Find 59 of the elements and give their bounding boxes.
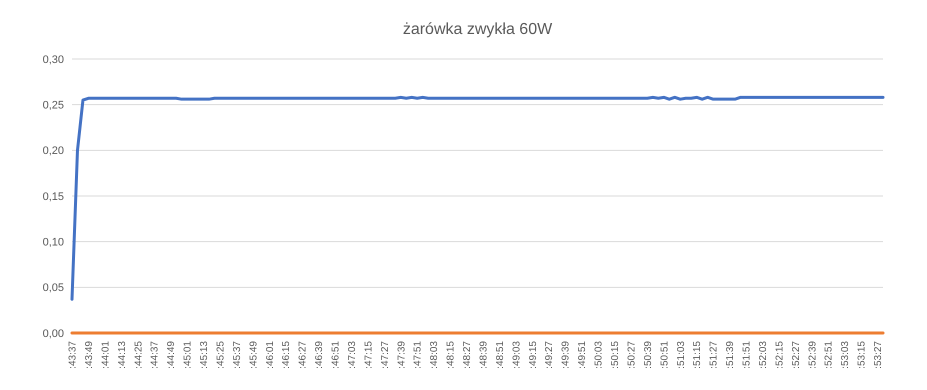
x-tick-label: :47:39 xyxy=(396,340,408,369)
x-tick-label: :45:25 xyxy=(215,340,226,369)
x-tick-label: :53:27 xyxy=(873,340,884,369)
x-tick-label: :51:39 xyxy=(725,340,736,369)
x-tick-label: :47:51 xyxy=(412,340,424,369)
y-tick-label: 0,25 xyxy=(42,100,64,112)
x-tick-label: :46:51 xyxy=(330,340,342,369)
y-tick-label: 0,15 xyxy=(42,190,64,203)
x-tick-label: :48:27 xyxy=(462,340,474,369)
x-tick-label: :45:37 xyxy=(232,340,243,369)
line-series xyxy=(70,96,884,301)
x-tick-label: :46:39 xyxy=(314,340,326,369)
x-tick-label: :44:01 xyxy=(100,340,112,369)
y-tick-label: 0,05 xyxy=(42,282,64,294)
x-tick-label: :51:03 xyxy=(676,340,687,369)
x-tick-label: :51:51 xyxy=(742,340,753,369)
x-tick-label: :49:15 xyxy=(528,340,539,369)
x-tick-label: :44:25 xyxy=(133,340,144,369)
x-tick-label: :48:03 xyxy=(429,340,440,369)
x-tick-label: :45:01 xyxy=(182,340,194,369)
x-tick-label: :50:27 xyxy=(626,340,638,369)
x-tick-label: :44:37 xyxy=(150,340,161,369)
x-tick-label: :49:51 xyxy=(577,340,588,369)
x-tick-label: :43:49 xyxy=(84,340,95,369)
y-tick-label: 0,30 xyxy=(42,54,64,66)
x-tick-label: :50:39 xyxy=(642,340,654,369)
x-tick-label: :46:01 xyxy=(264,340,276,369)
x-tick-label: :52:39 xyxy=(807,340,818,369)
x-tick-label: :52:27 xyxy=(790,340,802,369)
x-tick-label: :43:37 xyxy=(68,340,78,369)
x-tick-label: :46:15 xyxy=(281,340,292,369)
x-tick-label: :48:39 xyxy=(478,340,490,369)
x-tick-label: :52:51 xyxy=(824,340,835,369)
x-tick-label: :53:03 xyxy=(840,340,852,369)
x-tick-label: :44:49 xyxy=(166,340,178,369)
x-tick-label: :49:39 xyxy=(560,340,572,369)
y-tick-label: 0,20 xyxy=(42,145,64,158)
x-tick-label: :45:49 xyxy=(248,340,260,369)
x-tick-label: :49:27 xyxy=(544,340,556,369)
x-tick-label: :50:15 xyxy=(610,340,621,369)
x-tick-label: :47:27 xyxy=(380,340,391,369)
x-tick-label: :52:03 xyxy=(758,340,769,369)
x-tick-label: :50:51 xyxy=(659,340,670,369)
x-tick-label: :47:03 xyxy=(346,340,358,369)
x-tick-label: :48:15 xyxy=(446,340,457,369)
x-tick-label: :48:51 xyxy=(494,340,506,369)
y-tick-label: 0,00 xyxy=(42,328,64,340)
x-tick-label: :53:15 xyxy=(856,340,868,369)
x-tick-label: :49:03 xyxy=(511,340,522,369)
x-tick-label: :47:15 xyxy=(363,340,374,369)
x-tick-label: :51:15 xyxy=(692,340,704,369)
x-tick-label: :46:27 xyxy=(298,340,309,369)
x-tick-label: :45:13 xyxy=(199,340,210,369)
chart-title: żarówka zwykła 60W xyxy=(402,21,554,38)
x-tick-label: :50:03 xyxy=(594,340,605,369)
x-tick-label: :51:27 xyxy=(708,340,720,369)
x-tick-label: :52:15 xyxy=(774,340,786,369)
x-tick-label: :44:13 xyxy=(116,340,128,369)
y-tick-label: 0,10 xyxy=(42,236,64,249)
